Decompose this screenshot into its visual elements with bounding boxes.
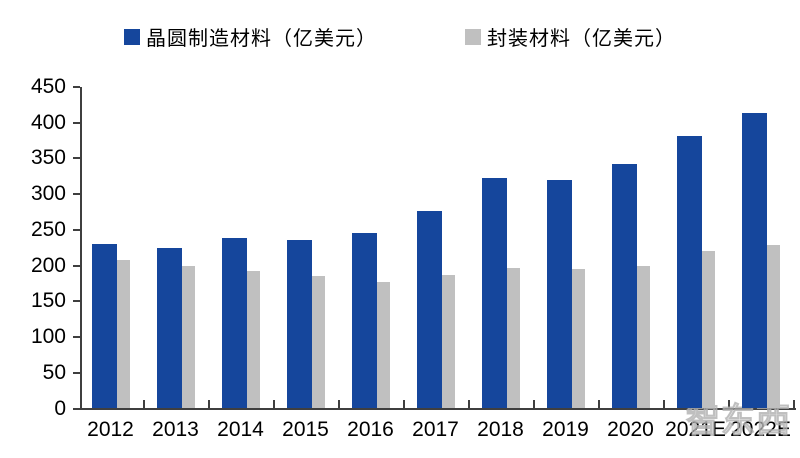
x-axis-category-label: 2022E	[730, 418, 791, 441]
x-axis-category-label: 2021E	[665, 418, 726, 441]
bar-wafer-2022E	[741, 112, 767, 409]
bar-wafer-2012	[91, 244, 117, 409]
y-axis-tick	[73, 86, 80, 88]
x-axis-category-label: 2020	[607, 418, 654, 441]
bar-wafer-2020	[611, 164, 637, 409]
x-axis-tick	[533, 399, 535, 409]
legend-label-wafer-materials: 晶圆制造材料（亿美元）	[146, 28, 377, 50]
y-axis-tick-label: 150	[30, 289, 66, 313]
x-axis-tick	[143, 399, 145, 409]
x-axis-tick	[208, 399, 210, 409]
y-axis-tick-label: 200	[30, 253, 66, 277]
x-axis-category-label: 2015	[282, 418, 329, 441]
y-axis-tick	[73, 264, 80, 267]
bar-wafer-2021E	[676, 136, 702, 409]
x-axis-tick	[728, 399, 730, 409]
y-axis-tick	[73, 228, 80, 231]
x-axis-category-label: 2013	[152, 418, 199, 441]
x-axis-category-label: 2018	[477, 418, 524, 441]
y-axis-line	[80, 87, 82, 409]
bar-wafer-2019	[546, 179, 572, 409]
x-axis-category-label: 2014	[217, 418, 264, 441]
bar-wafer-2013	[156, 248, 182, 409]
legend-item-wafer-materials: 晶圆制造材料（亿美元）	[124, 22, 377, 51]
x-axis-category-label: 2016	[347, 418, 394, 441]
y-axis-tick	[73, 121, 80, 124]
x-axis-category-label: 2017	[412, 418, 459, 441]
bar-wafer-2017	[416, 211, 442, 409]
x-axis-tick	[338, 399, 340, 409]
y-axis-tick-label: 450	[30, 75, 66, 98]
x-axis-category-label: 2019	[542, 418, 589, 441]
y-axis-tick-label: 50	[42, 360, 66, 384]
x-axis-tick	[468, 399, 470, 409]
y-axis-tick-label: 100	[30, 325, 66, 349]
legend-swatch-blue	[124, 28, 140, 45]
y-axis-tick-label: 0	[54, 396, 66, 420]
x-axis-line	[80, 407, 796, 410]
y-axis-tick-label: 350	[30, 146, 66, 170]
legend-item-packaging-materials: 封装材料（亿美元）	[465, 22, 676, 51]
bar-wafer-2016	[351, 233, 377, 409]
bar-wafer-2018	[481, 178, 507, 409]
x-axis-tick	[403, 399, 405, 409]
y-axis-tick-label: 250	[30, 217, 66, 241]
legend-label-packaging-materials: 封装材料（亿美元）	[487, 28, 676, 50]
x-axis-tick	[598, 399, 600, 409]
y-axis-tick	[73, 407, 80, 410]
x-axis-tick	[273, 399, 275, 409]
y-axis-tick	[73, 157, 80, 160]
chart-legend: 晶圆制造材料（亿美元） 封装材料（亿美元）	[0, 22, 800, 51]
y-axis-tick	[73, 371, 80, 374]
legend-swatch-gray	[465, 28, 481, 45]
x-axis-tick	[793, 399, 795, 409]
y-axis-tick-label: 400	[30, 110, 66, 134]
bar-wafer-2014	[221, 238, 247, 409]
y-axis-tick	[73, 336, 80, 339]
y-axis-tick-label: 300	[30, 182, 66, 206]
x-axis-category-label: 2012	[87, 418, 134, 441]
y-axis-tick	[73, 300, 80, 303]
y-axis-tick	[73, 193, 80, 196]
bar-wafer-2015	[286, 239, 312, 409]
x-axis-tick	[663, 399, 665, 409]
